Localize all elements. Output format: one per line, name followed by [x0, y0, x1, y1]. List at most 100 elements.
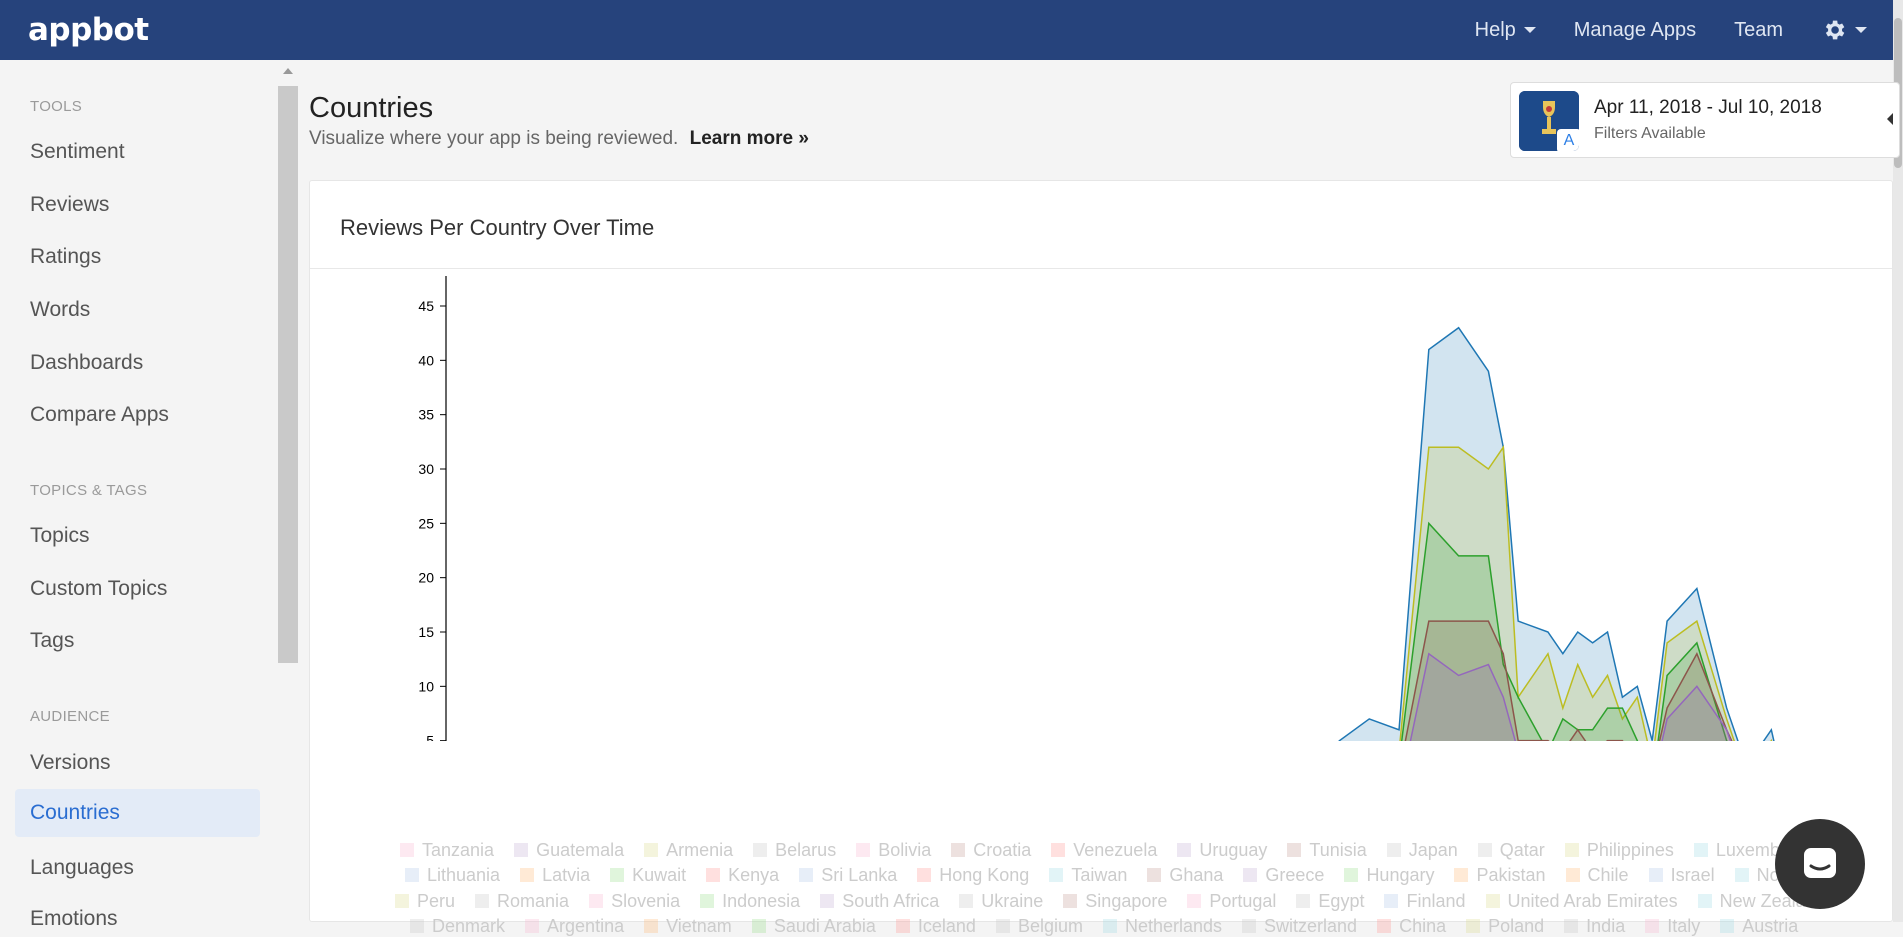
legend-item[interactable]: South Africa [820, 891, 939, 912]
legend-item[interactable]: Iceland [895, 916, 976, 937]
legend-item[interactable]: Argentina [525, 916, 624, 937]
sidebar-item-words[interactable]: Words [30, 298, 91, 321]
y-tick-label: 20 [418, 570, 434, 586]
sidebar-item-dashboards[interactable]: Dashboards [30, 351, 144, 374]
legend-item[interactable]: Sri Lanka [799, 865, 897, 886]
legend-item[interactable]: Kuwait [610, 865, 686, 886]
legend-item[interactable]: Lithuania [405, 865, 500, 886]
legend-item[interactable]: Vietnam [644, 916, 732, 937]
legend-item[interactable]: Latvia [520, 865, 590, 886]
line-series-1 [1399, 445, 1773, 741]
y-tick-label: 35 [418, 407, 434, 423]
legend-item[interactable]: Uruguay [1177, 840, 1267, 861]
legend-swatch [1477, 843, 1492, 857]
legend-item[interactable]: India [1564, 916, 1625, 937]
legend-label: India [1586, 915, 1626, 936]
legend-item[interactable]: Slovenia [589, 891, 680, 912]
legend-item[interactable]: Netherlands [1102, 916, 1222, 937]
date-filter-card[interactable]: A Apr 11, 2018 - Jul 10, 2018 Filters Av… [1510, 82, 1900, 158]
legend-item[interactable]: Romania [475, 891, 569, 912]
legend-swatch [1102, 919, 1117, 933]
legend-swatch [1564, 919, 1579, 933]
team-link[interactable]: Team [1734, 18, 1783, 41]
sidebar-item-compare-apps[interactable]: Compare Apps [30, 403, 169, 426]
legend-label: Italy [1667, 915, 1701, 936]
legend-item[interactable]: Guatemala [514, 840, 624, 861]
chart-title: Reviews Per Country Over Time [340, 215, 655, 240]
legend-item[interactable]: Egypt [1296, 891, 1364, 912]
legend-item[interactable]: Chile [1565, 865, 1629, 886]
help-label: Help [1474, 18, 1516, 41]
sidebar-item-ratings[interactable]: Ratings [30, 245, 102, 268]
legend-item[interactable]: Qatar [1477, 840, 1545, 861]
legend-item[interactable]: Hong Kong [917, 865, 1029, 886]
sidebar-item-emotions[interactable]: Emotions [30, 907, 118, 930]
sidebar-scroll-thumb[interactable] [278, 86, 298, 663]
legend-item[interactable]: Portugal [1187, 891, 1276, 912]
sidebar-item-languages[interactable]: Languages [30, 856, 134, 879]
caret-left-icon[interactable] [1887, 113, 1893, 125]
page-scrollbar[interactable] [1893, 0, 1903, 922]
help-menu[interactable]: Help [1475, 19, 1536, 42]
legend-item[interactable]: Croatia [951, 840, 1031, 861]
area-series-4 [1410, 653, 1731, 741]
legend-item[interactable]: Armenia [644, 840, 733, 861]
legend-item[interactable]: China [1377, 916, 1446, 937]
legend-item[interactable]: Austria [1720, 916, 1798, 937]
scroll-up-arrow-icon[interactable] [283, 68, 293, 74]
legend-item[interactable]: Greece [1243, 865, 1324, 886]
legend-item[interactable]: Japan [1386, 840, 1458, 861]
legend-item[interactable]: Venezuela [1051, 840, 1157, 861]
legend-item[interactable]: Denmark [410, 916, 505, 937]
area-series-2 [1401, 523, 1727, 741]
legend-swatch [1386, 843, 1401, 857]
legend-label: Belgium [1017, 915, 1083, 936]
sidebar-item-countries[interactable]: Countries [15, 789, 260, 837]
legend-item[interactable]: Poland [1466, 916, 1544, 937]
learn-more-link[interactable]: Learn more » [689, 128, 809, 149]
legend-swatch [856, 843, 871, 857]
legend-item[interactable]: Belgium [995, 915, 1083, 937]
legend-item[interactable]: Philippines [1564, 840, 1674, 861]
legend-label: Israel [1670, 864, 1715, 885]
legend-item[interactable]: Indonesia [700, 891, 800, 912]
legend-item[interactable]: Belarus [753, 840, 836, 861]
legend-item[interactable]: Tanzania [400, 840, 494, 861]
legend-item[interactable]: Taiwan [1049, 865, 1127, 886]
sidebar-item-reviews[interactable]: Reviews [30, 193, 110, 216]
legend-item[interactable]: Singapore [1063, 891, 1167, 912]
legend-item[interactable]: Peru [395, 891, 455, 912]
legend-item[interactable]: Finland [1384, 891, 1466, 912]
legend-item[interactable]: Bolivia [856, 840, 931, 861]
legend-item[interactable]: Tunisia [1287, 840, 1367, 861]
y-tick-label: 45 [418, 298, 434, 314]
legend-label: Kenya [728, 864, 780, 885]
legend-item[interactable]: Switzerland [1242, 916, 1357, 937]
legend-item[interactable]: Kenya [706, 865, 779, 886]
legend-item[interactable]: Pakistan [1454, 864, 1546, 886]
legend-swatch [475, 894, 490, 908]
appbot-logo[interactable]: appbot [28, 12, 149, 48]
chat-launcher-button[interactable] [1775, 819, 1865, 909]
legend-swatch [753, 843, 768, 857]
legend-label: Saudi Arabia [773, 915, 876, 936]
legend-label: Pakistan [1476, 864, 1546, 885]
legend-label: Lithuania [427, 864, 501, 885]
date-range: Apr 11, 2018 - Jul 10, 2018 [1594, 97, 1822, 118]
area-series-1 [1400, 447, 1772, 741]
legend-item[interactable]: United Arab Emirates [1485, 891, 1678, 912]
sidebar-item-sentiment[interactable]: Sentiment [30, 140, 125, 163]
legend-item[interactable]: Saudi Arabia [751, 915, 876, 937]
sidebar-item-tags[interactable]: Tags [30, 629, 75, 652]
legend-item[interactable]: Ukraine [959, 891, 1043, 912]
sidebar-item-topics[interactable]: Topics [30, 524, 90, 547]
sidebar-item-versions[interactable]: Versions [30, 751, 111, 774]
sidebar-item-custom-topics[interactable]: Custom Topics [30, 577, 168, 600]
manage-apps-link[interactable]: Manage Apps [1573, 18, 1697, 41]
legend-swatch [700, 894, 715, 908]
settings-menu[interactable] [1821, 17, 1867, 43]
legend-item[interactable]: Israel [1648, 864, 1715, 886]
legend-item[interactable]: Ghana [1147, 865, 1223, 886]
legend-item[interactable]: Italy [1645, 916, 1700, 937]
legend-item[interactable]: Hungary [1344, 865, 1434, 886]
